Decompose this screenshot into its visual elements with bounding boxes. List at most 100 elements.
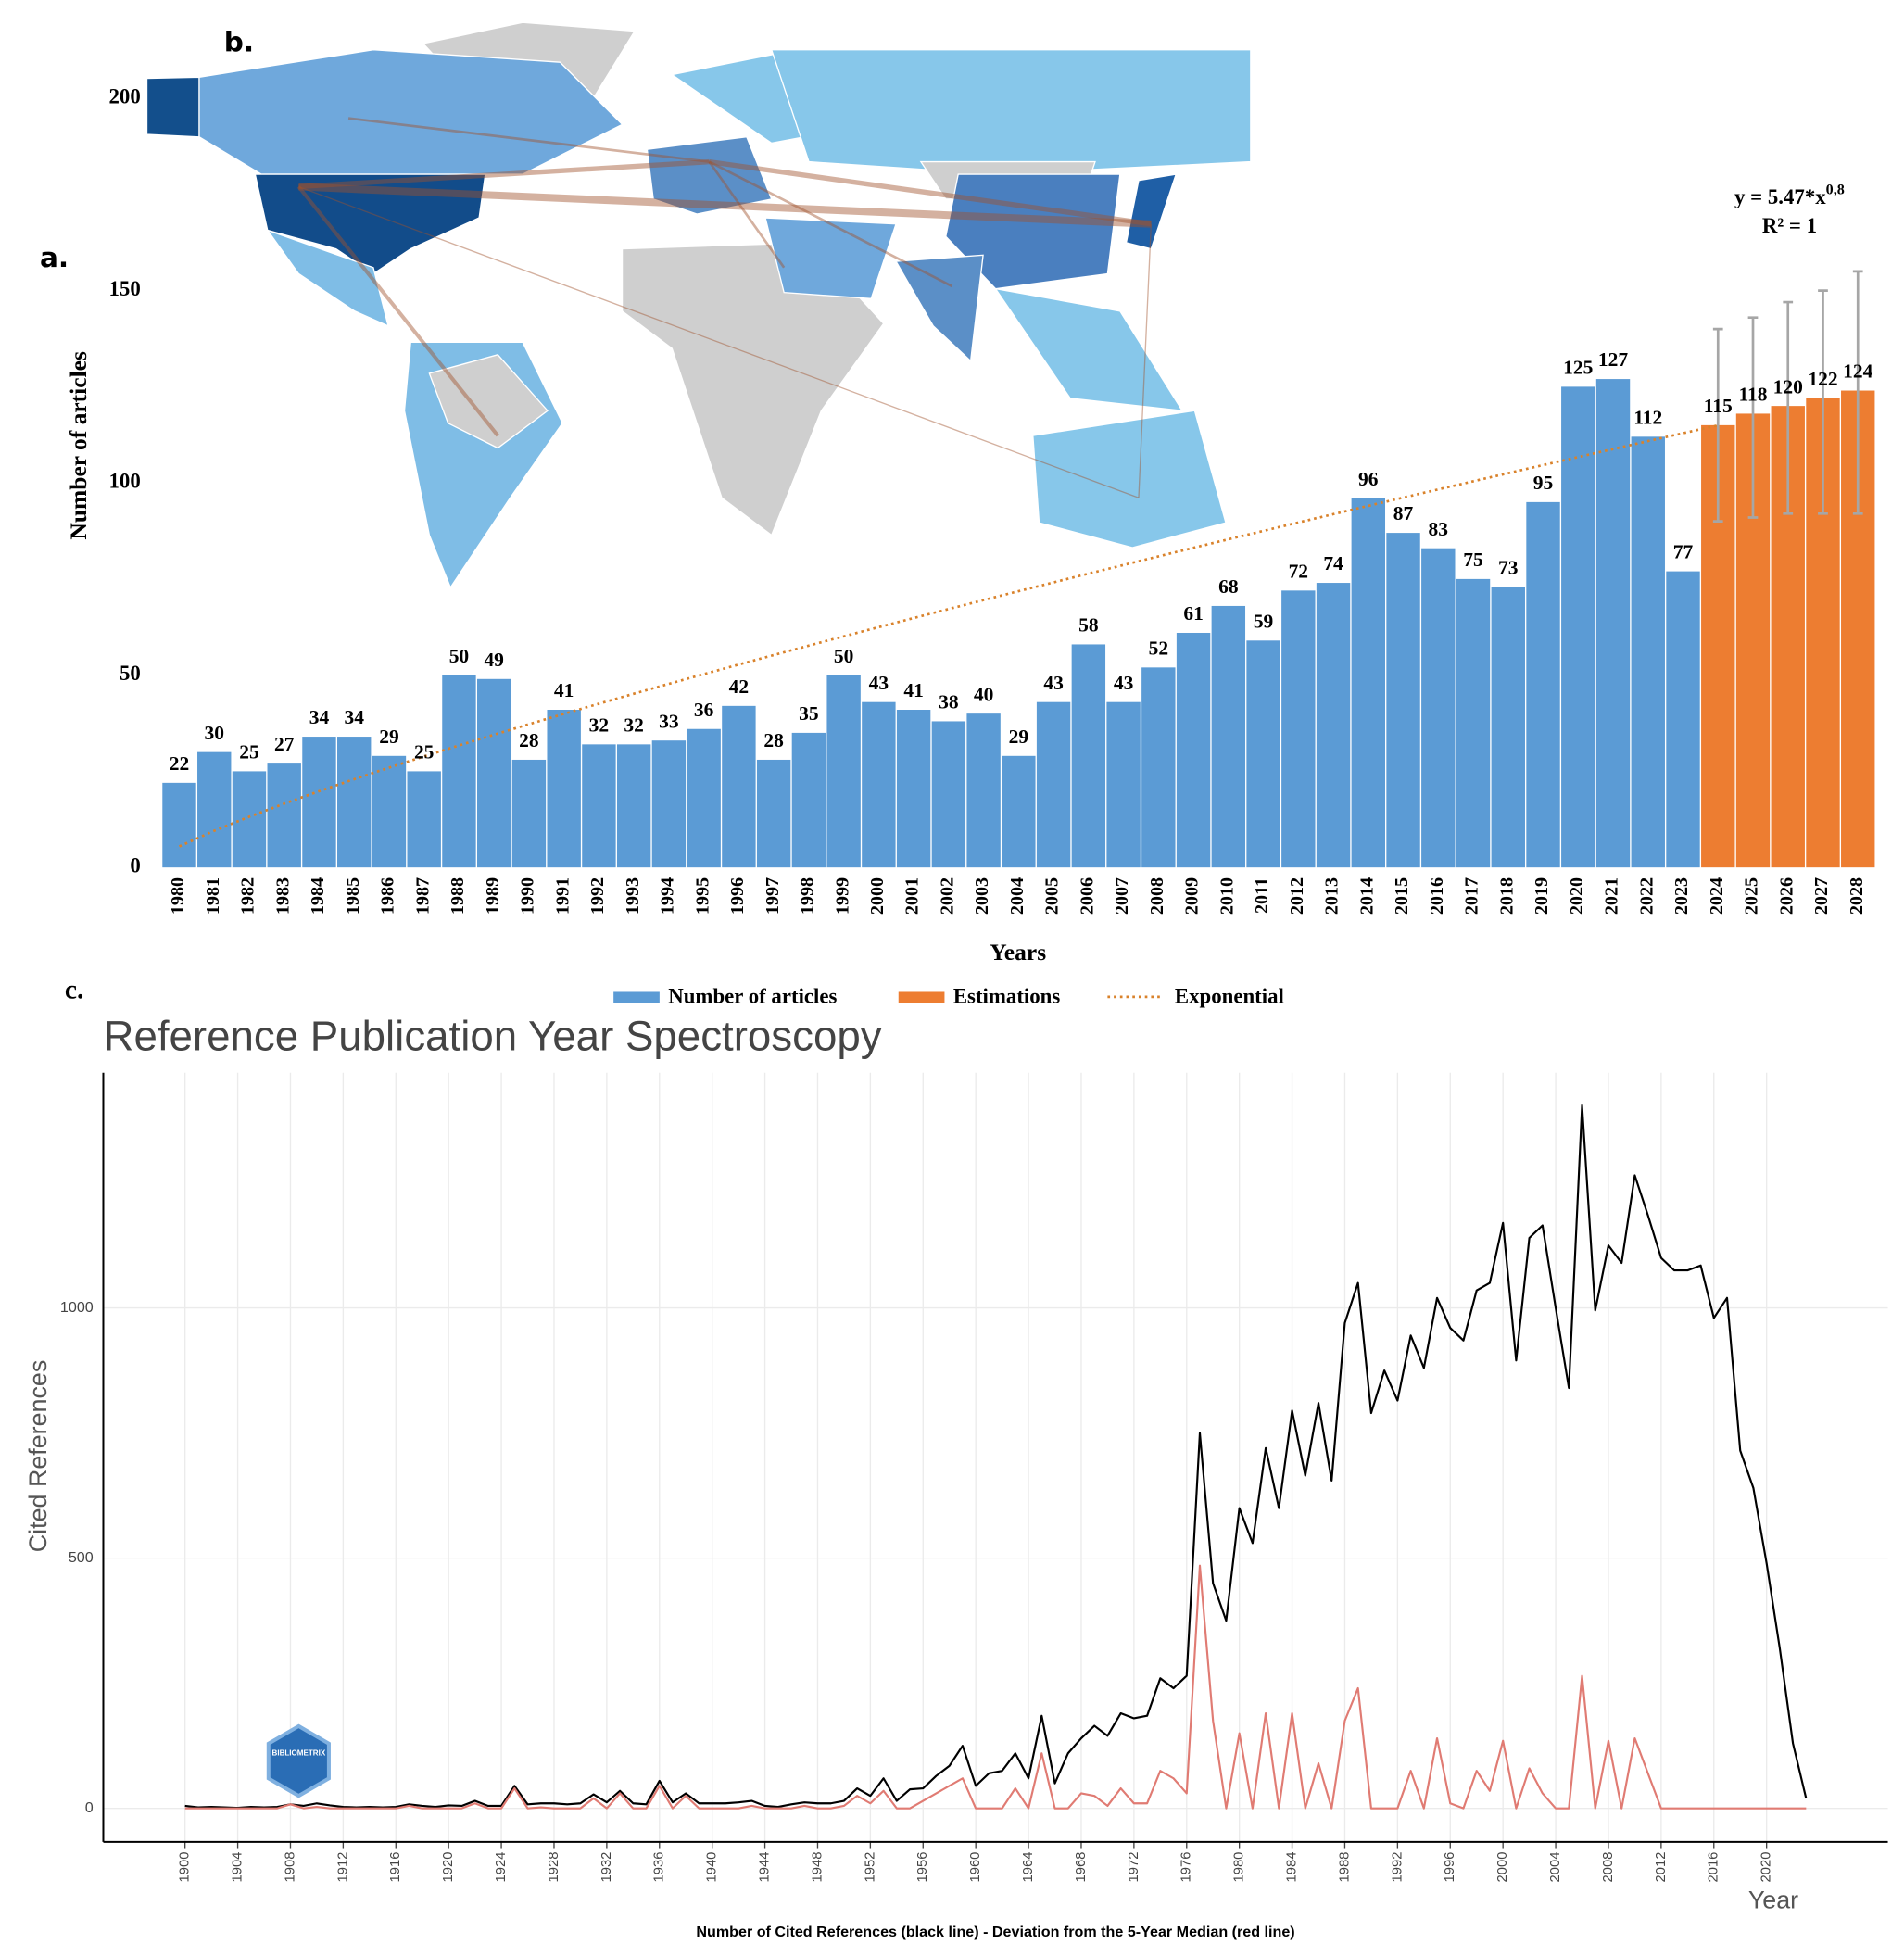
panel-label: c.: [65, 975, 84, 1004]
x-tick-label: 1944: [757, 1852, 772, 1883]
value-label: 25: [239, 741, 258, 763]
value-label: 40: [974, 683, 993, 705]
value-label: 124: [1843, 360, 1872, 383]
x-tick-label: 2009: [1182, 877, 1203, 915]
bar: [1071, 644, 1106, 868]
map-region: [428, 354, 549, 449]
value-label: 28: [519, 729, 539, 751]
x-tick-label: 1956: [915, 1852, 930, 1883]
value-label: 28: [763, 729, 784, 751]
bar: [1246, 640, 1280, 868]
y-tick-label: 1000: [60, 1299, 94, 1316]
value-label: 41: [554, 679, 574, 701]
map-region: [994, 287, 1184, 412]
x-tick-label: 2007: [1112, 877, 1132, 915]
value-label: 87: [1393, 502, 1414, 524]
legend-swatch: [613, 991, 660, 1003]
x-tick-label: 2008: [1147, 877, 1167, 915]
bar: [1421, 548, 1456, 868]
x-tick-label: 2000: [1495, 1852, 1510, 1883]
bar: [1141, 667, 1176, 868]
link: [709, 158, 1152, 227]
x-tick-label: 2028: [1847, 877, 1867, 915]
bar: [896, 710, 931, 868]
x-tick-label: 1992: [587, 877, 608, 915]
value-label: 42: [729, 675, 749, 698]
chart-title: Reference Publication Year Spectroscopy: [103, 1013, 881, 1060]
bar: [302, 737, 336, 868]
world-map: b.: [145, 21, 1252, 589]
x-tick-label: 2010: [1217, 877, 1237, 915]
bar: [1036, 701, 1071, 868]
value-label: 120: [1773, 375, 1803, 398]
bar: [651, 740, 687, 868]
bar: [232, 771, 267, 868]
map-region: [764, 217, 897, 300]
x-tick-label: 1983: [272, 877, 293, 915]
bar: [1386, 533, 1420, 868]
x-tick-label: 1993: [623, 877, 643, 915]
value-label: 30: [204, 722, 223, 744]
y-axis-title: Cited References: [24, 1360, 52, 1553]
x-tick-label: 1990: [518, 877, 538, 915]
value-label: 32: [624, 713, 643, 736]
x-tick-label: 2020: [1759, 1852, 1774, 1883]
equation-exponent: 0,8: [1826, 182, 1845, 197]
x-tick-label: 1968: [1074, 1852, 1089, 1883]
x-tick-label: 1996: [1443, 1852, 1457, 1883]
x-tick-label: 1960: [968, 1852, 983, 1883]
value-label: 52: [1149, 637, 1168, 659]
x-tick-label: 2015: [1392, 877, 1412, 915]
x-tick-label: 1940: [705, 1852, 720, 1883]
trend-line: [178, 423, 1719, 848]
link: [298, 183, 1152, 228]
bar: [1631, 436, 1665, 868]
value-label: 34: [344, 706, 364, 728]
bar: [826, 675, 861, 868]
value-label: 41: [903, 679, 923, 701]
x-tick-label: 1991: [552, 877, 573, 915]
x-tick-label: 1984: [1284, 1852, 1299, 1883]
x-tick-label: 2008: [1601, 1852, 1616, 1883]
value-label: 33: [659, 710, 679, 732]
map-region: [646, 136, 773, 215]
x-tick-label: 2012: [1287, 877, 1307, 915]
x-tick-label: 1997: [763, 877, 783, 915]
error-bar: [1852, 270, 1863, 515]
x-tick-label: 2019: [1532, 877, 1552, 915]
bar: [1281, 590, 1316, 868]
bar: [1351, 498, 1386, 868]
value-label: 59: [1254, 610, 1273, 632]
value-label: 125: [1563, 357, 1593, 379]
bar-chart: a. 0 50 100 150 200 1980 1981 1982 1983 1984 1985 19…: [40, 84, 1875, 1007]
map-region: [198, 49, 624, 175]
x-tick-label: 1989: [483, 877, 503, 915]
value-label: 43: [1114, 672, 1134, 694]
x-tick-label: 2011: [1252, 877, 1272, 914]
bar: [791, 732, 826, 868]
x-tick-label: 1992: [1390, 1852, 1405, 1883]
x-axis-title: Year: [1748, 1886, 1798, 1913]
error-bar: [1783, 300, 1794, 515]
panel-label: a.: [40, 242, 69, 273]
bar: [547, 710, 581, 868]
value-label: 127: [1598, 348, 1628, 371]
bar: [1666, 571, 1700, 868]
x-tick-label: 2022: [1636, 877, 1657, 915]
x-tick-label: 1920: [441, 1852, 456, 1883]
x-tick-label: 2014: [1356, 877, 1377, 915]
x-tick-label: 2026: [1776, 877, 1797, 915]
bar: [162, 782, 196, 868]
x-tick-label: 2003: [972, 877, 992, 915]
x-tick-label: 2012: [1654, 1852, 1669, 1883]
x-tick-label: 1952: [863, 1852, 877, 1883]
bar: [407, 771, 441, 868]
bar: [1106, 701, 1141, 868]
x-tick-label: 2005: [1042, 877, 1063, 915]
bar: [616, 744, 651, 868]
map-region: [145, 76, 200, 138]
error-bar: [1747, 316, 1759, 519]
value-label: 29: [1009, 726, 1028, 748]
value-label: 75: [1463, 549, 1482, 571]
bar: [476, 678, 511, 868]
